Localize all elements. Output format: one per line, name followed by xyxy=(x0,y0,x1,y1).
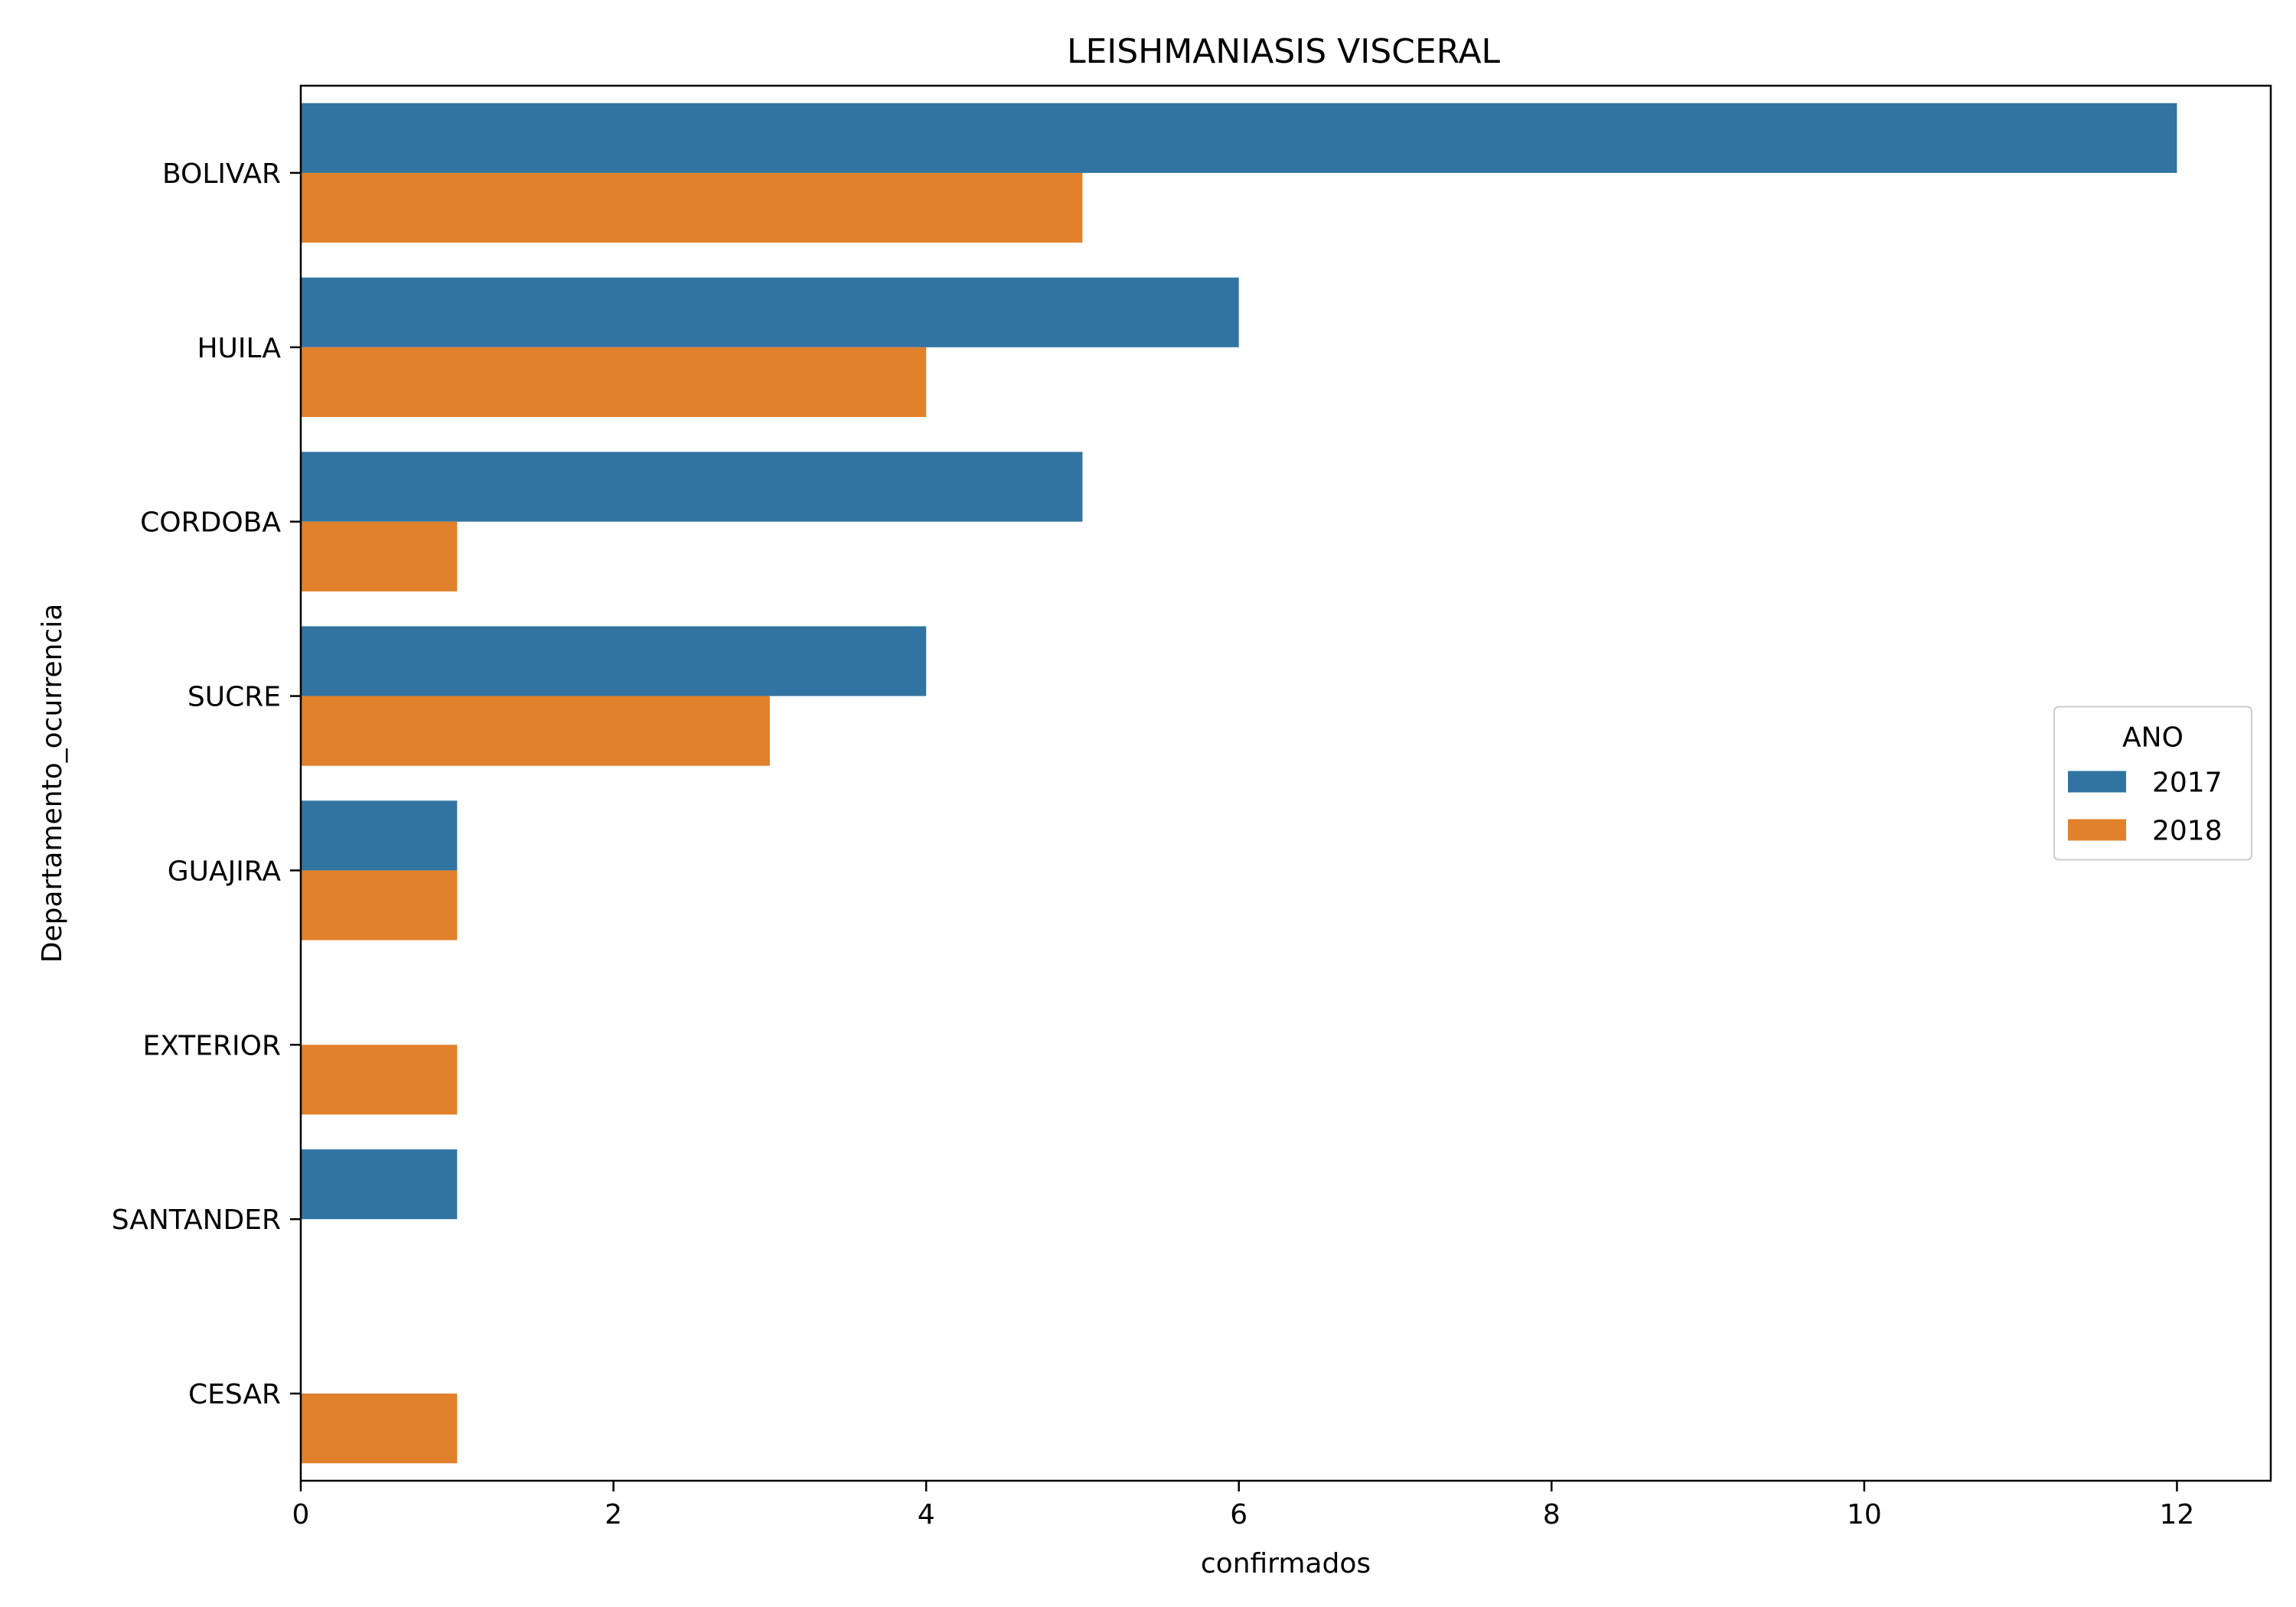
bar-exterior-2018 xyxy=(301,1045,458,1115)
x-tick-label: 6 xyxy=(1230,1499,1247,1530)
bar-cesar-2018 xyxy=(301,1393,458,1464)
y-axis: BOLIVAR HUILA CORDOBA SUCRE GUAJIRA EXTERIOR S… xyxy=(112,158,301,1410)
x-tick-label: 8 xyxy=(1543,1499,1561,1530)
legend-swatch-2017 xyxy=(2068,771,2126,793)
bar-santander-2017 xyxy=(301,1149,458,1220)
plot-frame xyxy=(299,84,2272,1482)
y-tick-label-guajira: GUAJIRA xyxy=(168,856,282,887)
x-axis: 0 2 4 6 8 10 12 xyxy=(292,1481,2195,1530)
y-tick-label-bolivar: BOLIVAR xyxy=(162,158,281,190)
x-tick-label: 4 xyxy=(918,1499,935,1530)
x-tick-label: 2 xyxy=(605,1499,622,1530)
bar-bolivar-2018 xyxy=(301,172,1083,243)
bar-sucre-2017 xyxy=(301,626,927,696)
x-tick-label: 0 xyxy=(292,1499,310,1530)
y-axis-label: Departamento_ocurrencia xyxy=(37,604,68,963)
bar-bolivar-2017 xyxy=(301,103,2177,173)
legend-label-2017: 2017 xyxy=(2152,768,2223,799)
y-tick-label-cesar: CESAR xyxy=(188,1379,281,1410)
bar-huila-2017 xyxy=(301,277,1239,347)
bar-cordoba-2018 xyxy=(301,521,458,592)
y-tick-label-huila: HUILA xyxy=(197,333,281,364)
bar-sucre-2018 xyxy=(301,696,770,766)
chart-title: LEISHMANIASIS VISCERAL xyxy=(1067,32,1501,71)
legend-swatch-2018 xyxy=(2068,819,2126,841)
x-axis-label: confirmados xyxy=(1201,1548,1371,1579)
x-tick-label: 12 xyxy=(2160,1499,2195,1530)
y-tick-label-santander: SANTANDER xyxy=(112,1204,281,1236)
y-tick-label-sucre: SUCRE xyxy=(188,682,281,713)
bar-guajira-2018 xyxy=(301,870,458,940)
y-tick-label-exterior: EXTERIOR xyxy=(143,1030,282,1061)
legend: ANO 2017 2018 xyxy=(2053,706,2252,861)
x-tick-label: 10 xyxy=(1847,1499,1882,1530)
legend-entries: 2017 2018 xyxy=(2068,768,2223,847)
bar-guajira-2017 xyxy=(301,800,458,871)
bar-cordoba-2017 xyxy=(301,451,1083,522)
legend-label-2018: 2018 xyxy=(2152,816,2223,847)
bars-group xyxy=(301,103,2177,1464)
legend-title: ANO xyxy=(2122,722,2183,754)
bar-huila-2018 xyxy=(301,347,927,417)
y-tick-label-cordoba: CORDOBA xyxy=(140,507,281,539)
